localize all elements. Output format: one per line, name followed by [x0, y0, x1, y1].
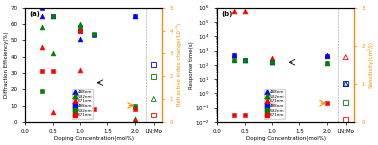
Point	[91, 108, 97, 110]
Point	[231, 114, 237, 116]
Y-axis label: Response time(s): Response time(s)	[189, 41, 194, 89]
Point	[269, 61, 275, 63]
Point	[242, 59, 248, 62]
Point	[132, 15, 138, 17]
Point	[343, 56, 349, 58]
Point	[269, 61, 275, 63]
Point	[91, 34, 97, 37]
Point	[269, 102, 275, 104]
Point	[231, 59, 237, 62]
Point	[50, 111, 56, 113]
Legend: 488nm, 532nm, 671nm, 488nm, 532nm, 671nm: 488nm, 532nm, 671nm, 488nm, 532nm, 671nm	[264, 89, 285, 119]
Point	[324, 102, 330, 104]
Point	[132, 119, 138, 121]
Point	[39, 15, 45, 17]
Point	[151, 75, 157, 77]
Point	[231, 59, 237, 62]
Point	[50, 70, 56, 72]
Point	[77, 26, 83, 28]
Point	[324, 62, 330, 64]
Point	[39, 7, 45, 9]
Point	[242, 59, 248, 62]
Point	[343, 102, 349, 104]
Y-axis label: Refractive index change(10⁻⁵): Refractive index change(10⁻⁵)	[176, 23, 182, 106]
Point	[151, 114, 157, 116]
Point	[231, 10, 237, 12]
Point	[269, 57, 275, 59]
Point	[77, 23, 83, 25]
Legend: 488nm, 532nm, 671nm, 488nm, 532nm, 671nm: 488nm, 532nm, 671nm, 488nm, 532nm, 671nm	[73, 89, 93, 119]
Y-axis label: Diffraction Efficiency(%): Diffraction Efficiency(%)	[4, 31, 9, 98]
Point	[39, 70, 45, 72]
Point	[39, 90, 45, 92]
Y-axis label: Sensitivity(cm²/J): Sensitivity(cm²/J)	[368, 41, 374, 88]
Point	[242, 114, 248, 116]
Point	[343, 83, 349, 85]
Point	[77, 29, 83, 32]
Text: (b): (b)	[221, 11, 233, 17]
Point	[132, 104, 138, 107]
Point	[242, 59, 248, 62]
X-axis label: Doping Concentration(mol%): Doping Concentration(mol%)	[246, 136, 325, 141]
Point	[324, 55, 330, 57]
Point	[39, 26, 45, 28]
Point	[242, 59, 248, 62]
Point	[343, 119, 349, 121]
Point	[50, 15, 56, 17]
Point	[324, 55, 330, 57]
Point	[231, 54, 237, 56]
Point	[343, 83, 349, 85]
Point	[242, 10, 248, 12]
Point	[91, 33, 97, 35]
Point	[269, 61, 275, 63]
Point	[50, 15, 56, 17]
Point	[231, 54, 237, 56]
Point	[324, 54, 330, 56]
Point	[132, 108, 138, 110]
Point	[151, 64, 157, 66]
Point	[132, 15, 138, 17]
Point	[77, 38, 83, 40]
Point	[151, 98, 157, 100]
Text: (a): (a)	[29, 11, 40, 17]
Point	[269, 61, 275, 63]
Point	[343, 83, 349, 85]
Point	[39, 46, 45, 48]
Point	[77, 68, 83, 71]
X-axis label: Doping Concentration(mol%): Doping Concentration(mol%)	[54, 136, 133, 141]
Point	[77, 29, 83, 32]
Point	[50, 52, 56, 55]
Point	[324, 62, 330, 64]
Point	[132, 117, 138, 120]
Point	[50, 15, 56, 17]
